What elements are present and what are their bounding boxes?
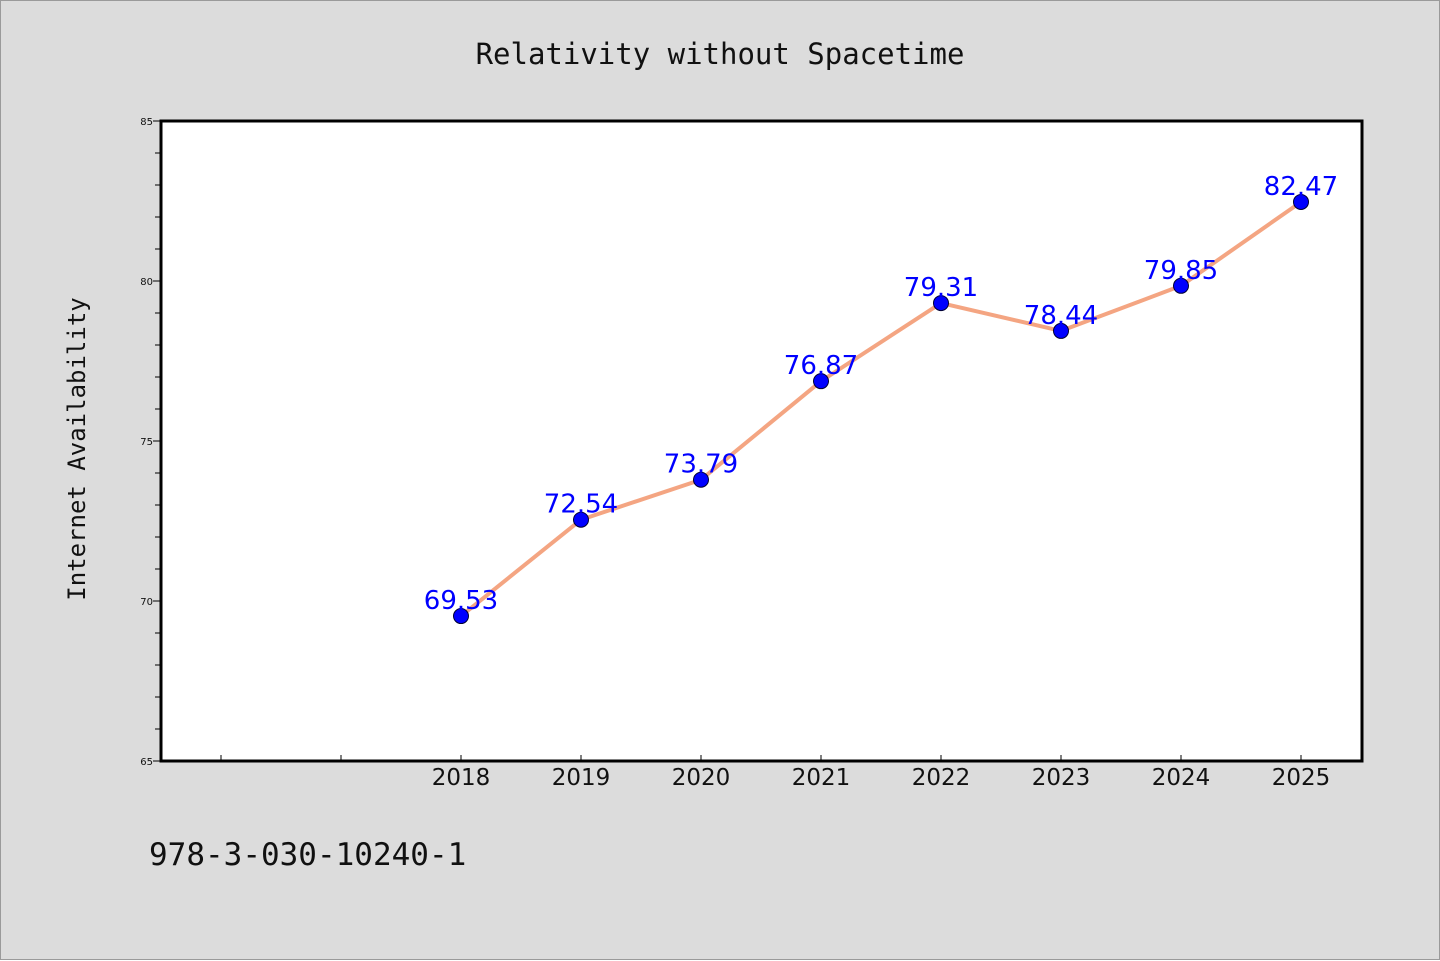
x-tick-label: 2018: [432, 765, 491, 791]
y-tick-label: 70: [140, 597, 153, 608]
data-label: 72.54: [544, 490, 618, 520]
data-point: [813, 373, 829, 390]
data-point: [453, 608, 469, 625]
data-label: 73.79: [664, 450, 738, 480]
x-tick-label: 2020: [672, 765, 731, 791]
x-axis: 2018 2019 2020 2021 2022 2023 2024 2025: [220, 755, 1331, 791]
x-tick-label: 2024: [1152, 765, 1211, 791]
data-label: 82.47: [1264, 172, 1338, 202]
series-layer: 69.53 72.54 73.79 76.87 79.31 78.44 79.85 82.47: [424, 172, 1338, 625]
data-label: 69.53: [424, 586, 498, 616]
x-tick-label: 2019: [552, 765, 611, 791]
x-tick-label: 2021: [792, 765, 851, 791]
plot-area: [159, 119, 1364, 763]
data-point: [693, 471, 709, 488]
y-tick-label: 65: [140, 757, 153, 768]
isbn-label: 978-3-030-10240-1: [149, 837, 466, 873]
data-point: [1173, 277, 1189, 294]
data-point: [573, 511, 589, 528]
data-point: [1053, 322, 1069, 339]
x-tick-label: 2023: [1032, 765, 1091, 791]
y-tick-label: 75: [140, 437, 153, 448]
series-line: [459, 199, 1303, 619]
data-point: [933, 295, 949, 312]
data-point: [1293, 193, 1309, 210]
data-label: 79.85: [1144, 256, 1218, 286]
y-axis: 65 70 75 80 85: [140, 117, 161, 768]
y-axis-label: Internet Availability: [63, 297, 91, 600]
data-label: 78.44: [1024, 301, 1098, 331]
x-tick-label: 2025: [1272, 765, 1331, 791]
x-tick-label: 2022: [912, 765, 971, 791]
data-label: 76.87: [784, 351, 858, 381]
y-tick-label: 85: [140, 117, 153, 128]
y-tick-label: 80: [140, 277, 153, 288]
chart-title: Relativity without Spacetime: [476, 37, 965, 71]
data-label: 79.31: [904, 273, 978, 303]
